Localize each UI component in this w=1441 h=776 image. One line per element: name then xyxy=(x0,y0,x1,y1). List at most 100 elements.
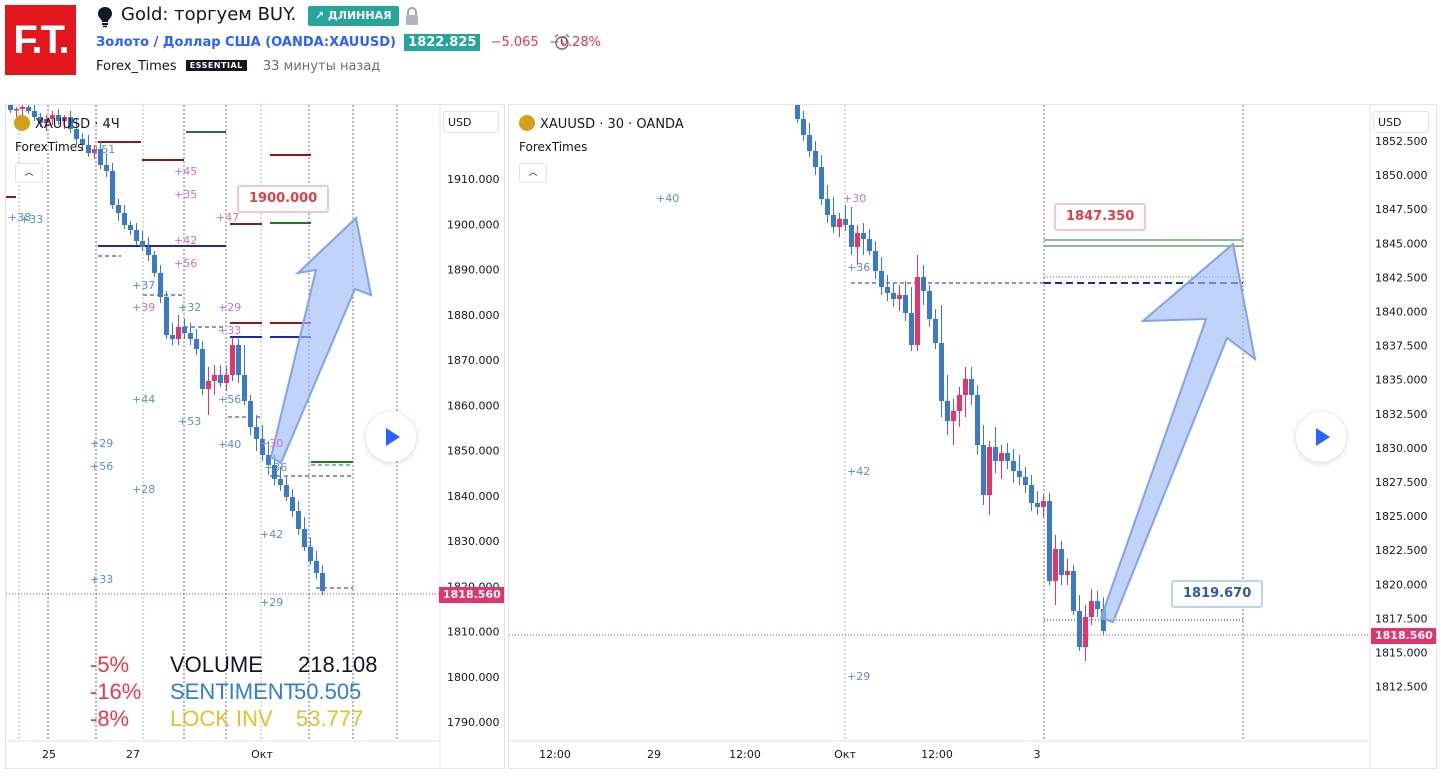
stat-value: 50.505 xyxy=(294,679,362,704)
y-axis-tick-30m: 1817.500 xyxy=(1375,612,1428,625)
level-label-4h: +56 xyxy=(90,460,113,473)
symbol-link[interactable]: Золото / Доллар США (OANDA:XAUUSD) xyxy=(96,35,396,50)
y-axis-tick-4h: 1830.000 xyxy=(447,535,500,548)
y-axis-tick-30m: 1825.000 xyxy=(1375,510,1428,523)
chart-canvas-4h[interactable]: 1910.000 1900.000 1890.000 1880.000 1870.000… xyxy=(6,105,504,768)
level-label-4h: +33 xyxy=(20,213,43,226)
y-axis-tick-4h: 1800.000 xyxy=(447,671,500,684)
stat-name: VOLUME xyxy=(170,652,263,677)
y-axis-tick-30m: 1840.000 xyxy=(1375,306,1428,319)
legend-title: XAUUSD · 30 · OANDA xyxy=(540,117,684,132)
buy-arrow-4h xyxy=(269,216,373,465)
y-axis-tick-30m: 1830.000 xyxy=(1375,442,1428,455)
x-axis-tick-4h: 27 xyxy=(126,748,140,761)
price-change: −5.065 xyxy=(490,35,539,50)
x-axis-tick-30m: 3 xyxy=(1034,748,1041,761)
current-price-tag: 1818.560 xyxy=(439,587,504,603)
y-axis-tick-4h: 1810.000 xyxy=(447,626,500,639)
stat-pct: -8% xyxy=(90,706,130,731)
y-axis-tick-30m: 1835.000 xyxy=(1375,374,1428,387)
y-axis-tick-30m: 1852.500 xyxy=(1375,135,1428,148)
level-label-4h: +45 xyxy=(174,165,197,178)
level-label-4h: +37 xyxy=(132,279,155,292)
candles-4h xyxy=(8,105,325,595)
chart-canvas-30m[interactable]: 1852.500 1850.000 1847.500 1845.000 1842.500… xyxy=(509,105,1436,768)
current-price-tag: 1818.560 xyxy=(1371,628,1436,644)
direction-badge: ↗ ДЛИННАЯ xyxy=(308,6,399,26)
y-axis-tick-4h: 1790.000 xyxy=(447,716,500,729)
candles-30m xyxy=(795,105,1106,661)
level-label-4h: +47 xyxy=(216,211,239,224)
legend-title: XAUUSD · 4Ч xyxy=(35,117,120,132)
y-axis-tick-30m: 1820.000 xyxy=(1375,578,1428,591)
level-label-4h: +35 xyxy=(174,188,197,201)
play-replay-button[interactable] xyxy=(1296,412,1346,462)
level-label-4h: +29 xyxy=(90,437,113,450)
y-axis-tick-4h: 1910.000 xyxy=(447,173,500,186)
stat-value: 53.777 xyxy=(296,706,364,731)
currency-selector[interactable]: USD xyxy=(1373,111,1429,133)
target-price-callout: 1847.350 xyxy=(1054,203,1147,231)
author-name[interactable]: Forex_Times xyxy=(96,59,177,74)
chart-panel-4h[interactable]: 1910.000 1900.000 1890.000 1880.000 1870.000… xyxy=(5,104,505,769)
entry-price-callout: 1819.670 xyxy=(1171,580,1264,608)
symbol-name: Золото / Доллар США xyxy=(96,35,261,50)
y-axis-tick-30m: 1815.000 xyxy=(1375,647,1428,660)
x-axis-tick-30m: 29 xyxy=(647,748,661,761)
alarm-clock-icon[interactable] xyxy=(553,33,571,51)
level-label-4h: +44 xyxy=(132,393,155,406)
x-axis-tick-30m: Окт xyxy=(834,748,856,761)
y-axis-tick-30m: 1845.000 xyxy=(1375,237,1428,250)
level-label-30m: +29 xyxy=(847,670,870,683)
lock-icon xyxy=(406,6,418,25)
level-label-4h: +53 xyxy=(178,415,201,428)
gold-coin-icon xyxy=(14,115,30,131)
y-axis-tick-30m: 1842.500 xyxy=(1375,271,1428,284)
level-label-4h: +39 xyxy=(132,301,155,314)
indicator-name[interactable]: ForexTimes xyxy=(15,140,84,154)
level-label-30m: +40 xyxy=(656,192,679,205)
y-axis-tick-4h: 1890.000 xyxy=(447,264,500,277)
chart-legend-30m[interactable]: XAUUSD · 30 · OANDA xyxy=(519,115,684,132)
last-price-badge: 1822.825 xyxy=(404,34,481,51)
y-axis-tick-30m: 1832.500 xyxy=(1375,408,1428,421)
session-lines xyxy=(18,105,398,741)
stat-pct: -5% xyxy=(90,652,130,677)
play-replay-button[interactable] xyxy=(366,412,416,462)
level-label-4h: +56 xyxy=(218,393,241,406)
level-label-4h: +33 xyxy=(218,324,241,337)
lightbulb-icon xyxy=(98,7,112,28)
stat-name: SENTIMENT xyxy=(170,679,298,704)
level-label-4h: +38 xyxy=(8,211,31,224)
collapse-legend-button[interactable]: ︿ xyxy=(519,163,547,183)
x-axis-tick-30m: 12:00 xyxy=(539,748,571,761)
level-label-4h: +40 xyxy=(218,438,241,451)
brand-logo[interactable]: F.T. xyxy=(5,5,76,75)
chart-panel-30m[interactable]: 1852.500 1850.000 1847.500 1845.000 1842.500… xyxy=(508,104,1437,769)
level-label-4h: +36 xyxy=(264,461,287,474)
collapse-legend-button[interactable]: ︿ xyxy=(15,163,43,183)
y-axis-tick-30m: 1847.500 xyxy=(1375,203,1428,216)
level-label-30m: +42 xyxy=(847,465,870,478)
level-label-4h: +30 xyxy=(260,437,283,450)
y-axis-tick-30m: 1822.500 xyxy=(1375,544,1428,557)
x-axis-tick-4h: Окт xyxy=(251,748,273,761)
symbol-line: Золото / Доллар США (OANDA:XAUUSD) 1822.… xyxy=(96,34,601,51)
gold-coin-icon xyxy=(519,115,535,131)
currency-selector[interactable]: USD xyxy=(443,111,499,133)
x-axis-tick-30m: 12:00 xyxy=(921,748,953,761)
level-label-4h: +32 xyxy=(178,301,201,314)
x-axis-tick-4h: 25 xyxy=(42,748,56,761)
target-price-callout: 1900.000 xyxy=(237,185,330,213)
y-axis-tick-4h: 1850.000 xyxy=(447,445,500,458)
indicator-name[interactable]: ForexTimes xyxy=(519,140,588,154)
stat-name: LOCK INV xyxy=(170,706,273,731)
y-axis-tick-30m: 1812.500 xyxy=(1375,681,1428,694)
chart-legend-4h[interactable]: XAUUSD · 4Ч xyxy=(14,115,120,132)
y-axis-tick-30m: 1850.000 xyxy=(1375,169,1428,182)
level-label-4h: +29 xyxy=(260,596,283,609)
level-label-4h: +42 xyxy=(174,234,197,247)
y-axis-tick-30m: 1827.500 xyxy=(1375,476,1428,489)
stat-pct: -16% xyxy=(90,679,142,704)
level-label-4h: +29 xyxy=(218,301,241,314)
